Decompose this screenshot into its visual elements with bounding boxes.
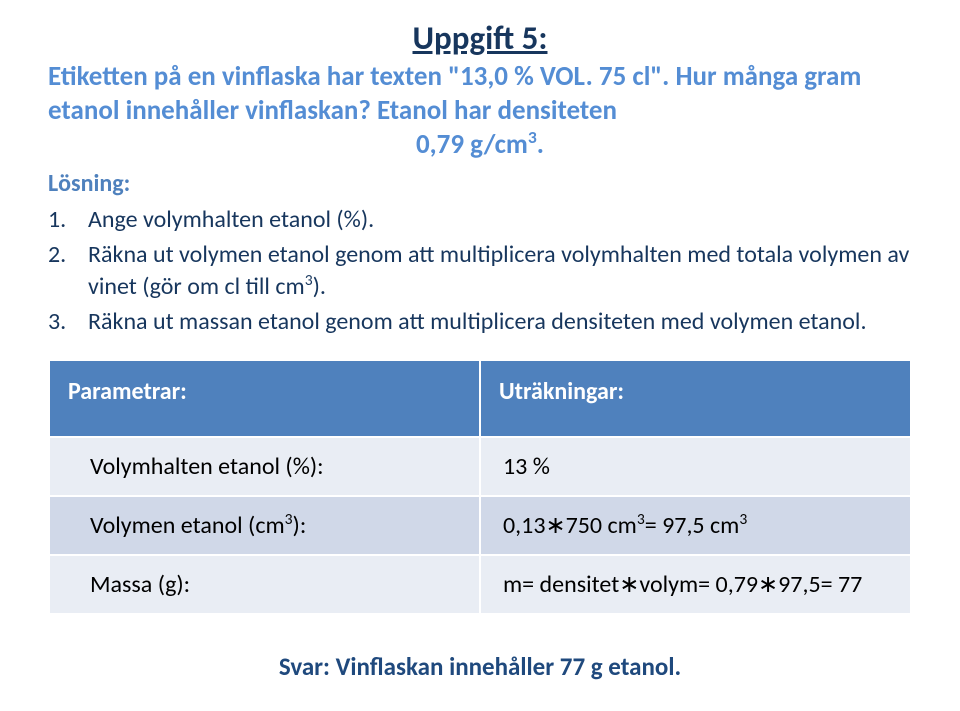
exercise-title: Uppgift 5:	[48, 18, 912, 58]
step-item: 1. Ange volymhalten etanol (%).	[48, 204, 912, 235]
table-header-calcs: Uträkningar:	[481, 361, 910, 436]
param-cell: Massa (g):	[50, 556, 479, 613]
step-item: 2. Räkna ut volymen etanol genom att mul…	[48, 239, 912, 301]
step-text: Räkna ut volymen etanol genom att multip…	[88, 239, 912, 301]
param-cell: Volymen etanol (cm3):	[50, 497, 479, 554]
step-text: Räkna ut massan etanol genom att multipl…	[88, 306, 912, 337]
answer-text: Svar: Vinflaskan innehåller 77 g etanol.	[48, 651, 912, 682]
table-header-row: Parametrar: Uträkningar:	[50, 361, 910, 436]
step-item: 3. Räkna ut massan etanol genom att mult…	[48, 306, 912, 337]
table-row: Volymhalten etanol (%): 13 %	[50, 438, 910, 495]
table-header-params: Parametrar:	[50, 361, 479, 436]
table-row: Volymen etanol (cm3): 0,13∗750 cm3= 97,5…	[50, 497, 910, 554]
problem-text: Etiketten på en vinflaska har texten "13…	[48, 60, 861, 127]
parameters-table: Parametrar: Uträkningar: Volymhalten eta…	[48, 359, 912, 615]
step-number: 3.	[48, 306, 88, 337]
solution-steps: 1. Ange volymhalten etanol (%). 2. Räkna…	[48, 204, 912, 337]
value-cell: 13 %	[481, 438, 910, 495]
param-cell: Volymhalten etanol (%):	[50, 438, 479, 495]
step-number: 2.	[48, 239, 88, 301]
value-cell: m= densitet∗volym= 0,79∗97,5= 77	[481, 556, 910, 613]
table-row: Massa (g): m= densitet∗volym= 0,79∗97,5=…	[50, 556, 910, 613]
step-text: Ange volymhalten etanol (%).	[88, 204, 912, 235]
value-cell: 0,13∗750 cm3= 97,5 cm3	[481, 497, 910, 554]
step-number: 1.	[48, 204, 88, 235]
solution-label: Lösning:	[48, 169, 912, 198]
problem-statement: Etiketten på en vinflaska har texten "13…	[48, 60, 912, 161]
problem-density: 0,79 g/cm3.	[48, 128, 912, 162]
